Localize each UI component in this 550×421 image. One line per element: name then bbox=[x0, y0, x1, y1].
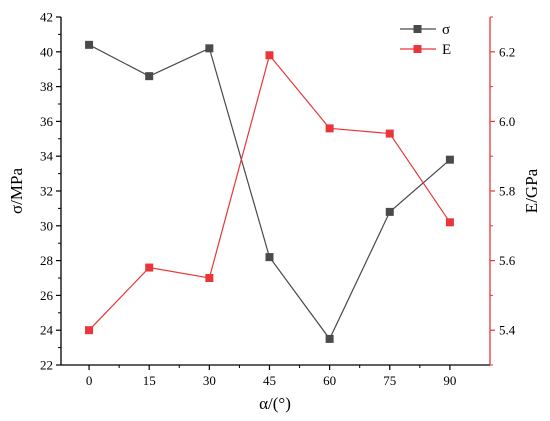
data-point-e bbox=[445, 218, 454, 227]
legend-label-e: E bbox=[442, 42, 451, 58]
right-tick-label: 5.4 bbox=[499, 323, 516, 338]
x-tick-label: 90 bbox=[443, 373, 456, 388]
left-axis-ticks: 22 24 26 28 30 32 34 36 38 40 42 bbox=[40, 10, 61, 373]
x-tick-label: 45 bbox=[263, 373, 276, 388]
left-tick-label: 22 bbox=[40, 358, 53, 373]
x-axis-title: α/(°) bbox=[259, 394, 291, 413]
legend-marker-sigma bbox=[413, 25, 422, 33]
x-tick-label: 30 bbox=[203, 373, 216, 388]
left-tick-label: 28 bbox=[40, 253, 53, 268]
left-tick-label: 32 bbox=[40, 184, 53, 199]
series-layer bbox=[85, 40, 454, 343]
data-point-sigma bbox=[325, 334, 334, 343]
data-point-e bbox=[265, 51, 274, 60]
left-tick-label: 34 bbox=[40, 149, 54, 164]
data-point-sigma bbox=[145, 72, 154, 81]
left-y-axis-title: σ/MPa bbox=[7, 168, 26, 214]
left-tick-label: 36 bbox=[40, 114, 54, 129]
right-tick-label: 6.0 bbox=[499, 114, 515, 129]
right-axis-ticks: 5.4 5.6 5.8 6.0 6.2 bbox=[490, 16, 516, 366]
left-tick-label: 40 bbox=[40, 44, 53, 59]
data-point-e bbox=[325, 124, 334, 133]
data-point-e bbox=[385, 129, 394, 138]
data-point-sigma bbox=[445, 155, 454, 164]
data-point-e bbox=[85, 326, 94, 335]
data-point-sigma bbox=[385, 207, 394, 216]
left-tick-label: 26 bbox=[40, 288, 54, 303]
series-line-e bbox=[88, 54, 451, 331]
x-axis-ticks: 0 15 30 45 60 75 90 bbox=[86, 365, 456, 388]
right-y-axis-title: E/GPa bbox=[522, 168, 541, 213]
data-point-e bbox=[205, 274, 214, 282]
x-tick-label: 0 bbox=[86, 373, 93, 388]
left-tick-label: 30 bbox=[40, 218, 53, 233]
left-tick-label: 42 bbox=[40, 10, 53, 25]
legend: σ E bbox=[400, 22, 451, 58]
data-point-sigma bbox=[85, 40, 94, 49]
x-tick-label: 75 bbox=[383, 373, 396, 388]
legend-marker-e bbox=[413, 45, 422, 53]
series-line-sigma bbox=[88, 44, 451, 341]
left-tick-label: 24 bbox=[40, 323, 54, 338]
x-tick-label: 15 bbox=[143, 373, 156, 388]
right-tick-label: 5.6 bbox=[499, 253, 516, 268]
left-tick-label: 38 bbox=[40, 79, 53, 94]
legend-label-sigma: σ bbox=[442, 22, 450, 38]
data-point-sigma bbox=[205, 44, 214, 53]
data-point-sigma bbox=[265, 253, 274, 262]
data-point-e bbox=[145, 263, 154, 272]
x-tick-label: 60 bbox=[323, 373, 336, 388]
right-tick-label: 5.8 bbox=[499, 184, 515, 199]
right-tick-label: 6.2 bbox=[499, 44, 515, 59]
